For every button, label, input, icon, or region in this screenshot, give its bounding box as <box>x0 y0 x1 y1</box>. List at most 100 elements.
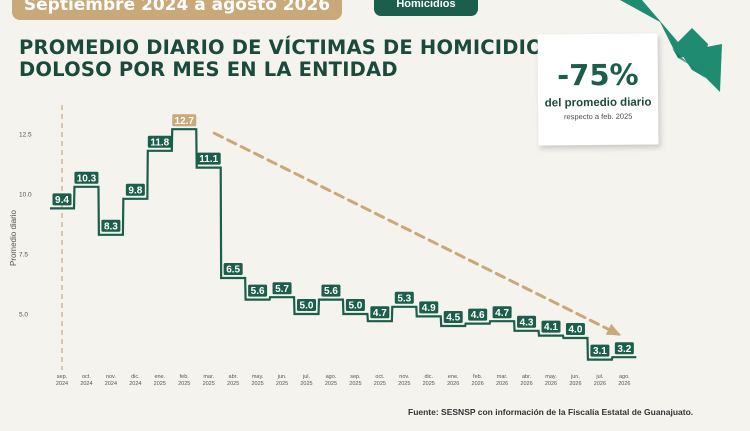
data-label-badge <box>614 342 634 355</box>
data-label-badge <box>147 135 172 148</box>
x-tick-year: 2025 <box>154 381 166 387</box>
x-tick-year: 2026 <box>569 381 581 387</box>
x-tick-year: 2025 <box>251 381 263 387</box>
x-tick-month: may. <box>252 374 264 380</box>
x-tick-month: abr. <box>522 374 532 380</box>
data-label: 4.1 <box>544 322 558 333</box>
data-label: 8.3 <box>104 221 118 232</box>
data-label: 3.2 <box>617 344 631 355</box>
x-tick-month: jun. <box>570 374 580 380</box>
x-tick-year: 2025 <box>423 381 435 387</box>
data-label-badge <box>517 315 537 328</box>
data-label: 10.3 <box>77 173 97 184</box>
x-tick-month: dic. <box>424 374 433 380</box>
data-label: 5.3 <box>397 293 411 304</box>
x-tick-month: feb. <box>180 374 190 380</box>
x-tick-month: sep. <box>350 374 361 380</box>
step-line-chart: Promedio diario 12.5 10.0 7.5 5.0 9.4 10.3 8.3 9… <box>9 105 637 387</box>
y-tick-label: 12.5 <box>19 132 32 139</box>
data-label: 5.6 <box>251 286 265 297</box>
data-label-badge <box>468 308 488 321</box>
data-label-badge <box>565 323 585 335</box>
series-step-line <box>50 128 637 361</box>
period-tab: Septiembre 2024 a agosto 2026 <box>12 0 342 20</box>
data-label: 4.7 <box>495 308 509 319</box>
topic-tab-homicidios[interactable]: Homicidios <box>374 0 478 16</box>
source-note: Fuente: SESNSP con información de la Fis… <box>408 407 694 417</box>
x-tick-month: ene. <box>154 374 165 380</box>
data-label-badge <box>443 311 463 323</box>
title-line-1: PROMEDIO DIARIO DE VÍCTIMAS DE HOMICIDIO <box>19 36 543 59</box>
x-tick-year: 2024 <box>105 381 117 387</box>
x-tick-month: ago. <box>326 374 337 380</box>
x-tick-month: jul. <box>302 374 311 380</box>
trend-arrow-line <box>212 131 620 336</box>
x-tick-month: mar. <box>497 374 508 380</box>
x-tick-year: 2025 <box>325 381 337 387</box>
data-label: 3.1 <box>593 346 607 357</box>
x-tick-year: 2025 <box>374 381 386 387</box>
x-tick-month: sep. <box>57 374 68 380</box>
data-label-badge <box>223 263 243 275</box>
x-tick-month: ene. <box>448 374 459 380</box>
data-label: 11.8 <box>150 137 169 148</box>
x-tick-year: 2024 <box>129 381 141 387</box>
x-tick-month: nov. <box>106 374 116 380</box>
data-label-badge <box>590 344 610 357</box>
data-label-badge <box>541 320 561 333</box>
x-tick-month: dic. <box>131 374 140 380</box>
data-label-badge <box>272 282 292 295</box>
data-label: 4.5 <box>446 313 460 324</box>
title-line-2: DOLOSO POR MES EN LA ENTIDAD <box>19 58 398 81</box>
x-tick-year: 2026 <box>618 381 630 387</box>
data-label: 5.0 <box>300 301 314 312</box>
chart-title: PROMEDIO DIARIO DE VÍCTIMAS DE HOMICIDIO… <box>19 36 543 81</box>
data-label: 11.1 <box>199 154 218 165</box>
data-label-badge <box>297 299 316 311</box>
x-tick-year: 2025 <box>276 381 288 387</box>
x-tick-month: nov. <box>399 374 409 380</box>
data-label-badge <box>196 152 221 165</box>
downward-trend-arrow-icon <box>620 0 722 92</box>
data-label-badge <box>492 306 512 319</box>
y-tick-label: 10.0 <box>19 192 32 199</box>
data-label: 4.6 <box>471 310 485 321</box>
x-tick-year: 2026 <box>594 381 606 387</box>
trend-arrow-head <box>605 323 622 336</box>
x-tick-month: feb. <box>473 374 483 380</box>
data-label: 9.8 <box>128 185 142 196</box>
x-tick-month: oct. <box>82 374 91 380</box>
data-label: 4.3 <box>520 317 534 328</box>
y-tick-label: 7.5 <box>19 252 28 259</box>
x-tick-month: abr. <box>229 374 239 380</box>
x-tick-month: mar. <box>203 374 214 380</box>
x-tick-month: jun. <box>277 374 287 380</box>
x-tick-month: may. <box>545 374 557 380</box>
data-label: 5.7 <box>275 284 289 295</box>
data-label-badge <box>74 171 99 184</box>
data-label: 9.4 <box>55 195 69 206</box>
x-tick-year: 2026 <box>545 381 557 387</box>
x-tick-year: 2025 <box>178 381 190 387</box>
data-label-badge <box>370 306 390 319</box>
x-tick-year: 2025 <box>227 381 239 387</box>
x-tick-month: ago. <box>619 374 630 380</box>
data-label-badge <box>345 299 365 311</box>
data-label-badge <box>101 219 121 232</box>
x-tick-year: 2026 <box>447 381 459 387</box>
data-label-badge <box>172 114 197 127</box>
data-label-badge <box>394 291 414 304</box>
data-label-badge <box>321 284 341 297</box>
data-label: 4.0 <box>568 325 582 336</box>
data-label: 6.5 <box>226 265 240 276</box>
stat-value: -75% <box>556 57 639 93</box>
y-tick-label: 5.0 <box>19 312 28 319</box>
data-label-badge <box>419 301 439 314</box>
x-tick-month: jul. <box>595 374 604 380</box>
x-tick-year: 2026 <box>496 381 508 387</box>
x-tick-year: 2025 <box>300 381 312 387</box>
x-tick-year: 2026 <box>520 381 532 387</box>
x-tick-month: oct. <box>375 374 384 380</box>
data-label-badge <box>52 193 72 206</box>
x-tick-year: 2025 <box>398 381 410 387</box>
